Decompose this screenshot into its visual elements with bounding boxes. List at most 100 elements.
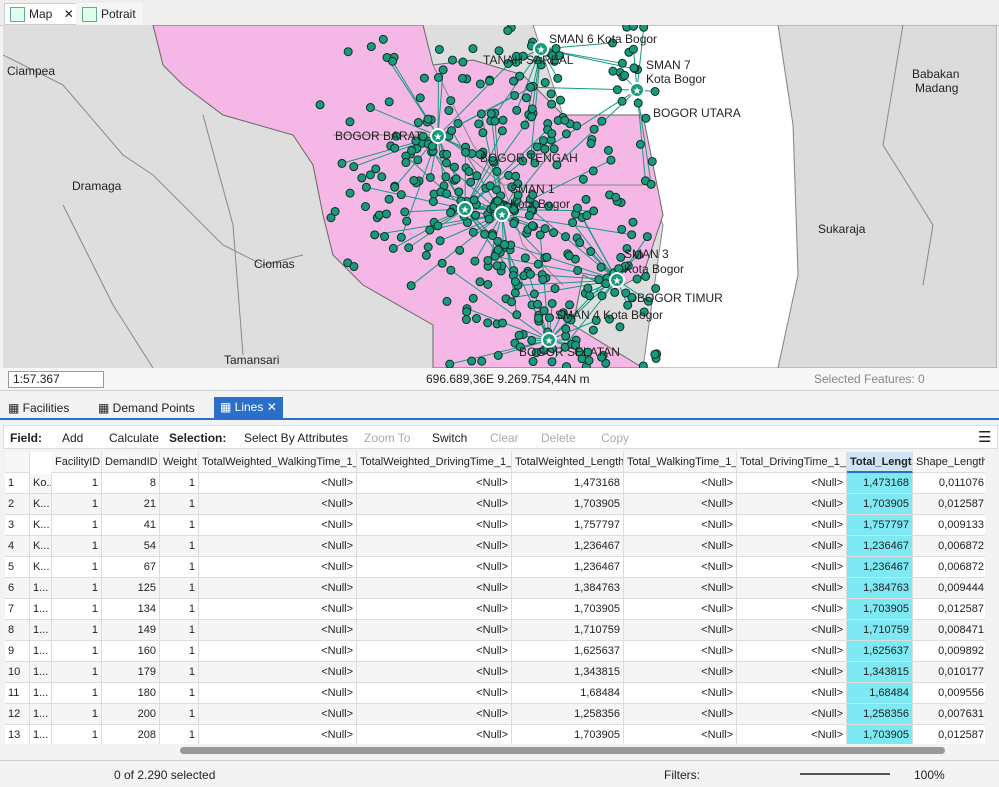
- cell: 0,009556: [913, 683, 985, 704]
- cell: 0,011076: [913, 473, 985, 494]
- demand-point: [435, 236, 445, 246]
- table-tab[interactable]: ▦ Lines ✕: [214, 397, 283, 418]
- demand-point: [612, 85, 622, 95]
- route-line: [501, 213, 632, 236]
- tab-label: Potrait: [101, 7, 136, 21]
- demand-point: [549, 144, 559, 154]
- demand-point: [544, 201, 554, 211]
- demand-points: [315, 25, 662, 368]
- demand-point: [433, 221, 443, 231]
- cell: <Null>: [357, 515, 512, 536]
- cell: 1...: [30, 620, 52, 641]
- button[interactable]: Delete: [541, 431, 576, 445]
- demand-point: [500, 239, 510, 249]
- demand-point: [388, 56, 398, 66]
- cell: <Null>: [199, 494, 357, 515]
- map-label: Tamansari: [224, 353, 279, 367]
- menu-button[interactable]: ☰: [978, 429, 992, 446]
- zoom-slider[interactable]: [800, 773, 890, 775]
- cell: 1: [160, 683, 199, 704]
- demand-point: [539, 136, 549, 146]
- column-header: Total_Length: [847, 452, 913, 473]
- demand-point: [627, 292, 637, 302]
- button[interactable]: Copy: [601, 431, 630, 445]
- demand-point: [641, 113, 651, 123]
- demand-point: [549, 228, 559, 238]
- demand-point: [561, 129, 571, 139]
- button[interactable]: Clear: [490, 431, 519, 445]
- demand-point: [494, 46, 504, 56]
- demand-point: [533, 259, 543, 269]
- button[interactable]: Select By Attributes: [244, 431, 349, 445]
- map-label: BOGOR SELATAN: [519, 345, 620, 359]
- demand-point: [478, 128, 488, 138]
- demand-point: [646, 179, 656, 189]
- demand-point: [345, 117, 355, 127]
- cell: 1: [52, 494, 102, 515]
- demand-point: [527, 112, 537, 122]
- column-header: Total_WalkingTime_1_3: [624, 452, 737, 473]
- boundaries: [3, 25, 934, 368]
- demand-point: [561, 362, 571, 368]
- map-label: SMAN 1: [510, 182, 555, 196]
- cell: 1: [52, 473, 102, 494]
- button[interactable]: Add: [62, 431, 84, 445]
- cell: 1,703905: [847, 494, 913, 515]
- demand-point: [635, 139, 645, 149]
- cell: <Null>: [199, 704, 357, 725]
- label: Filters:: [664, 768, 700, 782]
- zoom-level[interactable]: 100%: [914, 768, 945, 782]
- demand-point: [433, 73, 443, 83]
- demand-point: [544, 313, 554, 323]
- demand-point: [622, 243, 632, 253]
- demand-point: [466, 177, 476, 187]
- button[interactable]: Zoom To: [364, 431, 411, 445]
- route-line: [366, 186, 466, 210]
- cell: 1,710759: [512, 620, 624, 641]
- button[interactable]: Calculate: [109, 431, 160, 445]
- cell: <Null>: [737, 683, 847, 704]
- demand-point: [396, 190, 406, 200]
- scrollbar[interactable]: [180, 747, 945, 754]
- demand-point: [400, 207, 410, 217]
- demand-point: [597, 352, 607, 362]
- demand-point: [371, 164, 381, 174]
- demand-point: [407, 145, 417, 155]
- column-header: Weight: [160, 452, 199, 473]
- scale-box[interactable]: 1:57.367: [8, 371, 104, 388]
- demand-point: [552, 160, 562, 170]
- demand-point: [546, 89, 556, 99]
- demand-point: [453, 118, 463, 128]
- map-label: Babakan: [912, 67, 959, 81]
- table-tab[interactable]: ▦ Demand Points: [98, 401, 195, 415]
- route-line: [437, 69, 444, 137]
- demand-point: [434, 44, 444, 54]
- cell: 1: [52, 536, 102, 557]
- demand-point: [468, 44, 478, 54]
- demand-point: [428, 197, 438, 207]
- cell: <Null>: [357, 641, 512, 662]
- map-label: Madang: [915, 81, 958, 95]
- table-tab[interactable]: ▦ Facilities: [8, 401, 70, 415]
- map-view[interactable]: ★ ★ ★ ★ ★ ★ ★ Ciampea TANAH SAREAL SMAN 6 Kota B…: [3, 25, 997, 368]
- demand-point: [531, 348, 541, 358]
- demand-point: [628, 217, 638, 227]
- coordinates: 696.689,36E 9.269.754,44N m: [426, 372, 590, 386]
- button[interactable]: Switch: [432, 431, 468, 445]
- cell: 1...: [30, 704, 52, 725]
- cell: 1: [52, 578, 102, 599]
- view-tab[interactable]: Map ✕: [4, 3, 81, 25]
- row-number: 7: [5, 599, 30, 620]
- demand-point: [510, 277, 520, 287]
- demand-point: [571, 340, 581, 350]
- demand-point: [634, 250, 644, 260]
- cell: 67: [102, 557, 160, 578]
- demand-point: [643, 296, 653, 306]
- demand-point: [617, 96, 627, 106]
- view-tab[interactable]: Potrait: [76, 3, 143, 25]
- row-number: 11: [5, 683, 30, 704]
- cell: 1: [160, 578, 199, 599]
- cell: 41: [102, 515, 160, 536]
- demand-point: [605, 314, 615, 324]
- cell: <Null>: [624, 578, 737, 599]
